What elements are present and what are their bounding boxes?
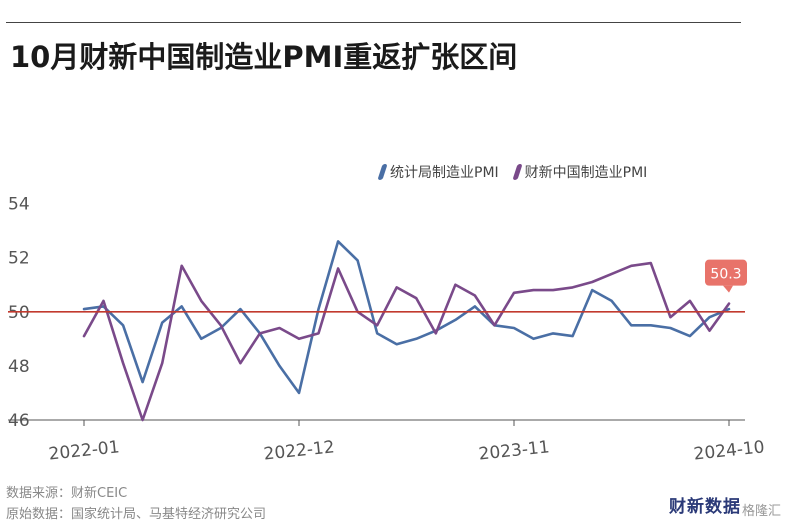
series-line-0 — [82, 240, 731, 395]
x-tick-label: 2024-10 — [693, 437, 766, 464]
chart-title: 10月财新中国制造业PMI重返扩张区间 — [10, 40, 518, 74]
watermark-badge: 格隆汇 — [741, 504, 781, 519]
x-tick-label: 2022-12 — [263, 437, 336, 464]
y-tick-label: 54 — [8, 195, 30, 215]
end-value-label: 50.3 — [710, 267, 741, 283]
brand-logo: 财新数据 — [669, 497, 741, 517]
legend-label-nbs: 统计局制造业PMI — [390, 165, 499, 181]
series-line-1 — [82, 261, 731, 422]
x-tick-label: 2022-01 — [48, 437, 121, 464]
x-tick-label: 2023-11 — [478, 437, 551, 464]
y-tick-label: 50 — [8, 303, 30, 323]
source-line-1: 数据来源：财新CEIC — [6, 486, 128, 501]
legend-label-caixin: 财新中国制造业PMI — [524, 165, 648, 181]
source-line-2: 原始数据：国家统计局、马基特经济研究公司 — [6, 507, 267, 522]
legend-item-caixin: 财新中国制造业PMI — [512, 162, 648, 182]
y-tick-label: 46 — [8, 411, 30, 431]
end-value-label-bg — [705, 259, 747, 286]
legend-item-nbs: 统计局制造业PMI — [377, 162, 499, 182]
y-tick-label: 52 — [8, 249, 30, 269]
y-tick-label: 48 — [8, 357, 30, 377]
end-value-label-pointer — [723, 285, 733, 293]
top-rule — [6, 22, 741, 23]
chart-legend: 统计局制造业PMI 财新中国制造业PMI — [377, 162, 648, 182]
